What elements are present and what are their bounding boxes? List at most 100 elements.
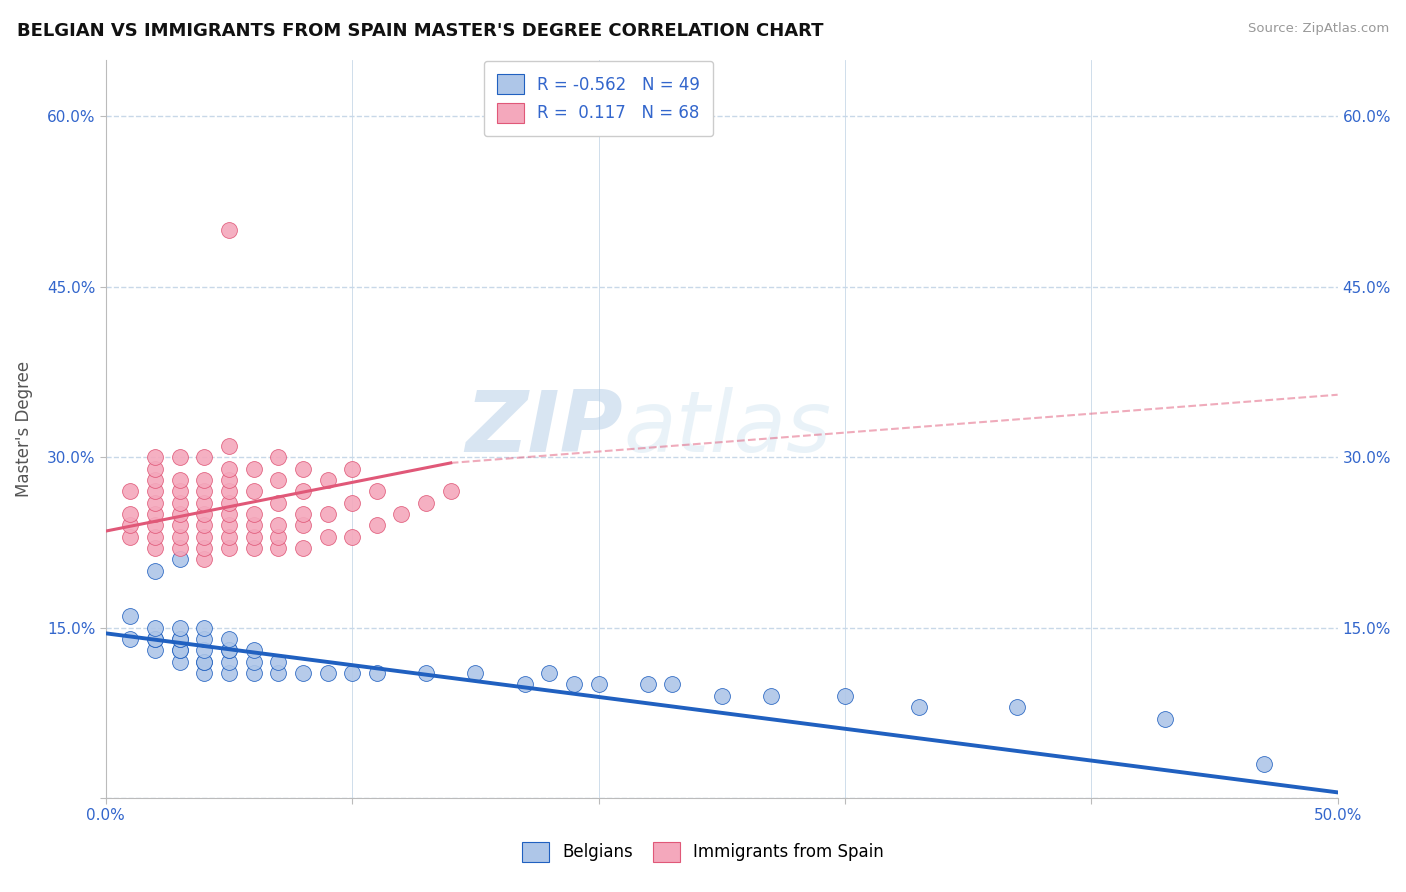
Y-axis label: Master's Degree: Master's Degree [15,360,32,497]
Point [759,689,782,703]
Point [169,643,191,657]
Point [193,552,215,566]
Point [340,530,363,544]
Point [169,632,191,646]
Text: ZIP: ZIP [465,387,623,470]
Point [316,666,339,681]
Point [120,530,142,544]
Point [291,541,314,555]
Point [291,461,314,475]
Point [538,666,561,681]
Point [242,530,264,544]
Point [562,677,585,691]
Legend: Belgians, Immigrants from Spain: Belgians, Immigrants from Spain [515,833,891,871]
Point [169,621,191,635]
Point [169,552,191,566]
Point [267,518,290,533]
Point [143,484,166,499]
Point [834,689,856,703]
Point [169,530,191,544]
Point [391,507,413,521]
Point [193,473,215,487]
Point [143,507,166,521]
Point [218,461,240,475]
Point [464,666,486,681]
Point [242,484,264,499]
Point [267,666,290,681]
Point [193,541,215,555]
Point [143,530,166,544]
Point [366,666,388,681]
Point [242,461,264,475]
Point [1154,712,1177,726]
Point [316,473,339,487]
Point [218,507,240,521]
Point [169,655,191,669]
Point [193,496,215,510]
Point [143,496,166,510]
Point [267,496,290,510]
Point [907,700,929,714]
Point [316,530,339,544]
Point [588,677,610,691]
Point [218,655,240,669]
Point [218,632,240,646]
Point [169,450,191,465]
Point [193,518,215,533]
Point [193,655,215,669]
Point [415,666,437,681]
Point [316,507,339,521]
Point [120,484,142,499]
Text: Source: ZipAtlas.com: Source: ZipAtlas.com [1249,22,1389,36]
Point [193,484,215,499]
Point [193,666,215,681]
Point [242,518,264,533]
Point [218,643,240,657]
Point [218,484,240,499]
Point [218,473,240,487]
Point [193,643,215,657]
Point [242,507,264,521]
Point [366,518,388,533]
Point [1253,756,1275,771]
Point [120,518,142,533]
Point [218,666,240,681]
Point [218,643,240,657]
Point [637,677,659,691]
Point [193,621,215,635]
Point [169,484,191,499]
Point [143,643,166,657]
Point [291,484,314,499]
Point [169,473,191,487]
Point [661,677,683,691]
Point [267,541,290,555]
Point [143,564,166,578]
Text: BELGIAN VS IMMIGRANTS FROM SPAIN MASTER'S DEGREE CORRELATION CHART: BELGIAN VS IMMIGRANTS FROM SPAIN MASTER'… [17,22,824,40]
Point [169,507,191,521]
Point [120,609,142,624]
Point [291,666,314,681]
Point [193,632,215,646]
Point [340,496,363,510]
Point [218,530,240,544]
Point [143,473,166,487]
Point [143,632,166,646]
Point [218,439,240,453]
Point [143,461,166,475]
Point [440,484,463,499]
Text: atlas: atlas [623,387,831,470]
Point [710,689,733,703]
Point [267,655,290,669]
Point [169,541,191,555]
Point [193,530,215,544]
Point [242,541,264,555]
Point [267,473,290,487]
Point [242,655,264,669]
Point [218,496,240,510]
Point [143,518,166,533]
Point [1007,700,1029,714]
Point [143,450,166,465]
Point [291,518,314,533]
Point [366,484,388,499]
Point [218,223,240,237]
